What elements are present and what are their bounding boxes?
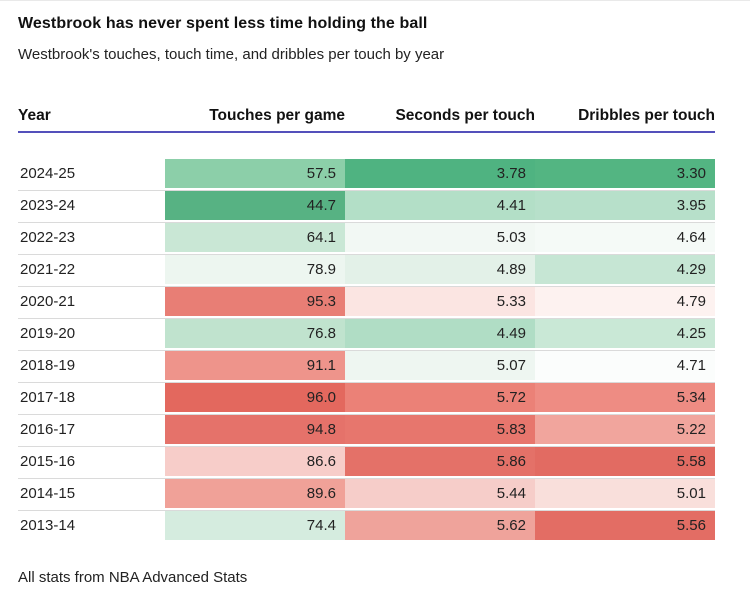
touches-cell: 64.1 bbox=[165, 223, 345, 252]
seconds-cell: 4.89 bbox=[345, 255, 535, 284]
dribbles-cell: 3.95 bbox=[535, 191, 715, 220]
table-row: 2015-16 86.6 5.86 5.58 bbox=[18, 446, 715, 476]
seconds-cell: 5.44 bbox=[345, 479, 535, 508]
touches-cell: 91.1 bbox=[165, 351, 345, 380]
table-row: 2024-25 57.5 3.78 3.30 bbox=[18, 159, 715, 188]
seconds-cell: 3.78 bbox=[345, 159, 535, 188]
table-row: 2022-23 64.1 5.03 4.64 bbox=[18, 222, 715, 252]
table-row: 2021-22 78.9 4.89 4.29 bbox=[18, 254, 715, 284]
table-row: 2014-15 89.6 5.44 5.01 bbox=[18, 478, 715, 508]
table-header-row: Year Touches per game Seconds per touch … bbox=[18, 107, 715, 133]
touches-cell: 76.8 bbox=[165, 319, 345, 348]
seconds-cell: 5.83 bbox=[345, 415, 535, 444]
seconds-cell: 5.72 bbox=[345, 383, 535, 412]
seconds-cell: 5.62 bbox=[345, 511, 535, 540]
year-cell: 2018-19 bbox=[20, 357, 76, 374]
chart-subtitle: Westbrook's touches, touch time, and dri… bbox=[18, 46, 445, 63]
seconds-cell: 4.49 bbox=[345, 319, 535, 348]
seconds-cell: 5.33 bbox=[345, 287, 535, 316]
touches-cell: 44.7 bbox=[165, 191, 345, 220]
dribbles-cell: 4.79 bbox=[535, 287, 715, 316]
table-row: 2013-14 74.4 5.62 5.56 bbox=[18, 510, 715, 540]
source-note: All stats from NBA Advanced Stats bbox=[18, 569, 248, 586]
touches-cell: 95.3 bbox=[165, 287, 345, 316]
dribbles-cell: 4.64 bbox=[535, 223, 715, 252]
dribbles-cell: 5.34 bbox=[535, 383, 715, 412]
year-cell: 2017-18 bbox=[20, 389, 76, 406]
dribbles-cell: 4.29 bbox=[535, 255, 715, 284]
touches-cell: 86.6 bbox=[165, 447, 345, 476]
dribbles-cell: 5.56 bbox=[535, 511, 715, 540]
column-header-year: Year bbox=[18, 107, 51, 124]
touches-cell: 78.9 bbox=[165, 255, 345, 284]
touches-cell: 96.0 bbox=[165, 383, 345, 412]
table-row: 2018-19 91.1 5.07 4.71 bbox=[18, 350, 715, 380]
dribbles-cell: 3.30 bbox=[535, 159, 715, 188]
year-cell: 2013-14 bbox=[20, 517, 76, 534]
year-cell: 2014-15 bbox=[20, 485, 76, 502]
column-header-touches: Touches per game bbox=[209, 107, 345, 124]
touches-cell: 89.6 bbox=[165, 479, 345, 508]
year-cell: 2015-16 bbox=[20, 453, 76, 470]
year-cell: 2021-22 bbox=[20, 261, 76, 278]
table-row: 2019-20 76.8 4.49 4.25 bbox=[18, 318, 715, 348]
year-cell: 2022-23 bbox=[20, 229, 76, 246]
column-header-seconds: Seconds per touch bbox=[395, 107, 535, 124]
dribbles-cell: 5.58 bbox=[535, 447, 715, 476]
table-body: 2024-25 57.5 3.78 3.30 2023-24 44.7 4.41… bbox=[18, 159, 733, 540]
table-row: 2017-18 96.0 5.72 5.34 bbox=[18, 382, 715, 412]
dribbles-cell: 5.22 bbox=[535, 415, 715, 444]
column-header-dribbles: Dribbles per touch bbox=[578, 107, 715, 124]
year-cell: 2016-17 bbox=[20, 421, 76, 438]
table-row: 2023-24 44.7 4.41 3.95 bbox=[18, 190, 715, 220]
table-row: 2016-17 94.8 5.83 5.22 bbox=[18, 414, 715, 444]
dribbles-cell: 4.25 bbox=[535, 319, 715, 348]
year-cell: 2019-20 bbox=[20, 325, 76, 342]
seconds-cell: 4.41 bbox=[345, 191, 535, 220]
dribbles-cell: 4.71 bbox=[535, 351, 715, 380]
touches-cell: 94.8 bbox=[165, 415, 345, 444]
table-row: 2020-21 95.3 5.33 4.79 bbox=[18, 286, 715, 316]
seconds-cell: 5.86 bbox=[345, 447, 535, 476]
touches-cell: 57.5 bbox=[165, 159, 345, 188]
year-cell: 2024-25 bbox=[20, 165, 76, 182]
chart-title: Westbrook has never spent less time hold… bbox=[18, 15, 428, 32]
seconds-cell: 5.07 bbox=[345, 351, 535, 380]
dribbles-cell: 5.01 bbox=[535, 479, 715, 508]
seconds-cell: 5.03 bbox=[345, 223, 535, 252]
year-cell: 2020-21 bbox=[20, 293, 76, 310]
year-cell: 2023-24 bbox=[20, 197, 76, 214]
touches-cell: 74.4 bbox=[165, 511, 345, 540]
